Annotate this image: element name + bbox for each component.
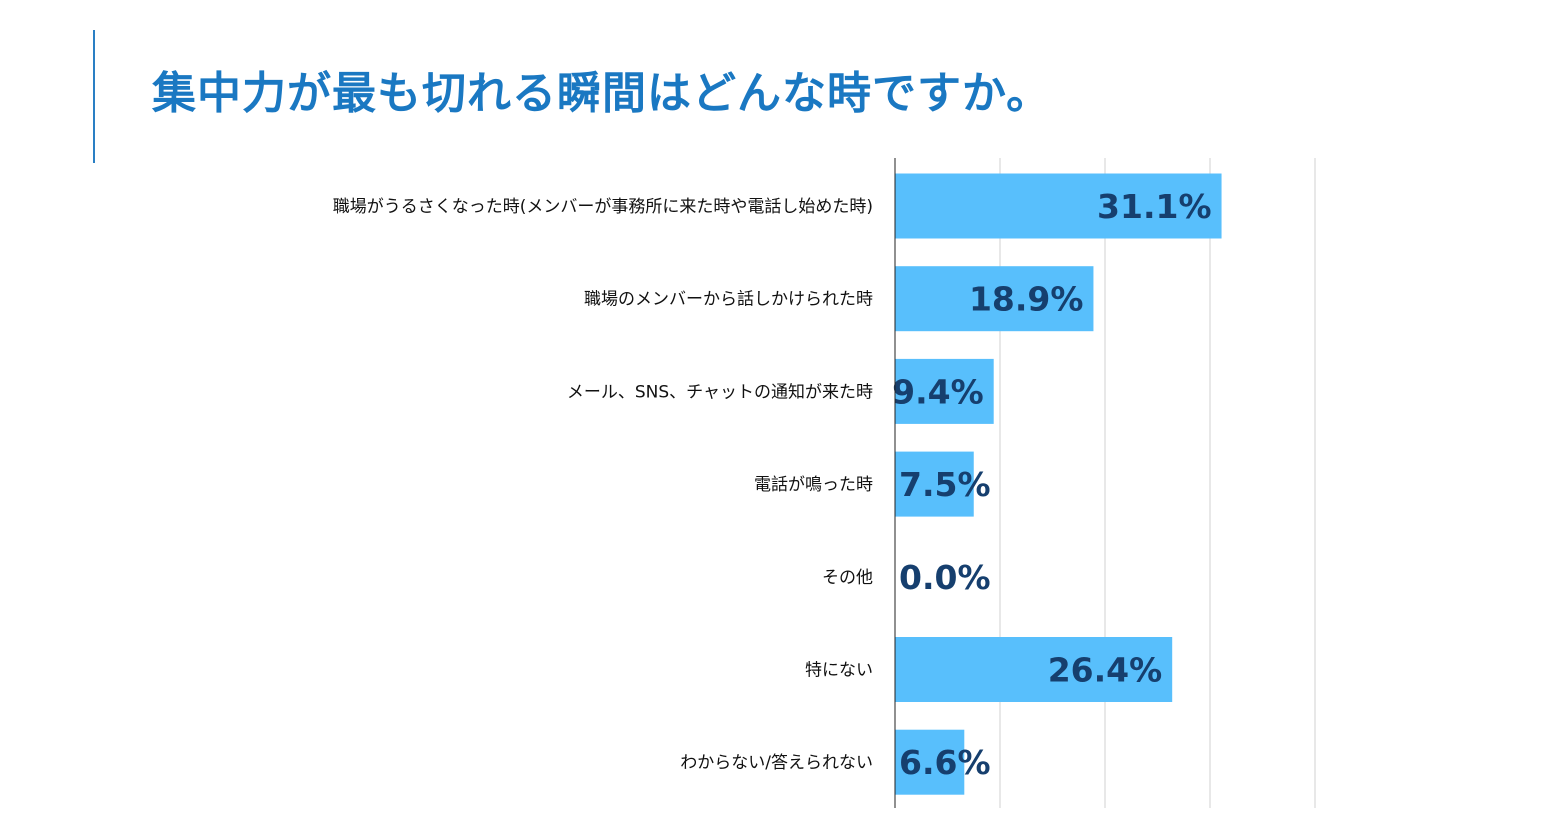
value-labels: 31.1% 18.9% 9.4% 7.5% 0.0% 26.4% 6.6% bbox=[892, 187, 1211, 782]
bar-0 bbox=[895, 173, 1222, 239]
value-label-5: 26.4% bbox=[1048, 651, 1163, 690]
page-title: 集中力が最も切れる瞬間はどんな時ですか。 bbox=[152, 68, 1052, 119]
bars bbox=[895, 173, 1222, 795]
bar-6 bbox=[895, 729, 965, 795]
value-label-2: 9.4% bbox=[892, 372, 984, 411]
category-label-5: 特にない bbox=[805, 661, 873, 681]
category-label-2: メール、SNS、チャットの通知が来た時 bbox=[567, 382, 873, 402]
category-label-3: 電話が鳴った時 bbox=[754, 475, 873, 495]
category-label-0: 職場がうるさくなった時(メンバーが事務所に来た時や電話し始めた時) bbox=[333, 197, 873, 217]
category-label-6: わからない/答えられない bbox=[680, 753, 873, 773]
bar-1 bbox=[895, 266, 1094, 332]
category-label-4: その他 bbox=[822, 568, 873, 588]
value-label-4: 0.0% bbox=[899, 558, 991, 597]
value-label-1: 18.9% bbox=[969, 280, 1084, 319]
category-label-1: 職場のメンバーから話しかけられた時 bbox=[584, 290, 873, 310]
value-label-0: 31.1% bbox=[1097, 187, 1212, 226]
value-label-3: 7.5% bbox=[899, 465, 991, 504]
bar-2 bbox=[895, 358, 994, 424]
bar-3 bbox=[895, 451, 974, 517]
category-labels: 職場がうるさくなった時(メンバーが事務所に来た時や電話し始めた時) 職場のメンバー… bbox=[333, 197, 873, 773]
title-accent-line bbox=[93, 30, 95, 163]
gridlines bbox=[999, 158, 1316, 808]
bar-5 bbox=[895, 637, 1173, 702]
value-label-6: 6.6% bbox=[899, 743, 991, 782]
